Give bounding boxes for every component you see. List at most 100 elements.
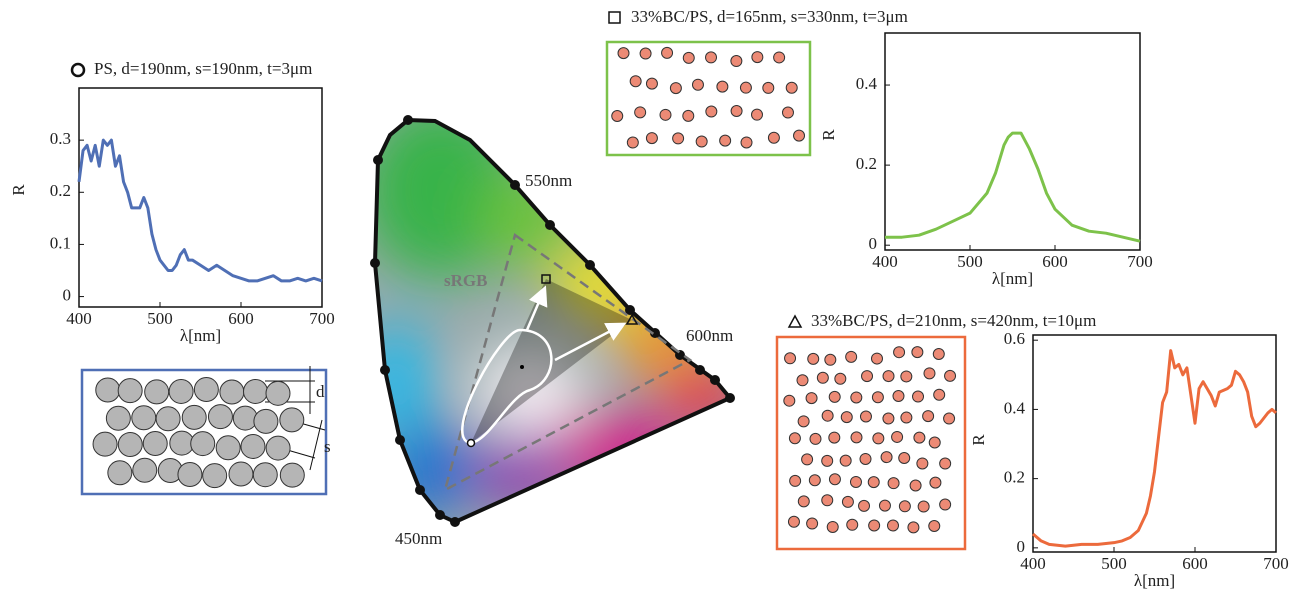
particle xyxy=(233,406,257,430)
particle xyxy=(810,433,821,444)
particle xyxy=(944,413,955,424)
particle xyxy=(872,392,883,403)
plot-frame xyxy=(885,33,1140,250)
particle xyxy=(790,475,801,486)
y-axis-label: R xyxy=(969,434,988,446)
y-tick-label: 0.3 xyxy=(50,129,71,148)
particle xyxy=(266,436,290,460)
particle xyxy=(229,462,253,486)
particle xyxy=(169,379,193,403)
particle xyxy=(914,432,925,443)
particle xyxy=(822,455,833,466)
particle xyxy=(253,463,277,487)
particle xyxy=(696,136,707,147)
particle xyxy=(646,133,657,144)
particle xyxy=(829,391,840,402)
particle xyxy=(106,406,130,430)
particle xyxy=(241,434,265,458)
particle xyxy=(899,453,910,464)
chart-title: 33%BC/PS, d=165nm, s=330nm, t=3μm xyxy=(631,7,908,26)
particle xyxy=(934,389,945,400)
plot-frame xyxy=(1033,335,1276,552)
particle xyxy=(731,56,742,67)
particle xyxy=(96,378,120,402)
particle xyxy=(662,47,673,58)
particle xyxy=(133,458,157,482)
y-axis-label: R xyxy=(819,129,838,141)
particle xyxy=(846,351,857,362)
x-tick-label: 500 xyxy=(957,252,983,271)
particle xyxy=(717,81,728,92)
particle xyxy=(194,378,218,402)
particle xyxy=(840,455,851,466)
particle xyxy=(266,381,290,405)
particle xyxy=(670,83,681,94)
particle xyxy=(145,380,169,404)
particle xyxy=(785,353,796,364)
particle xyxy=(788,516,799,527)
particle xyxy=(774,52,785,63)
particle xyxy=(940,499,951,510)
particle xyxy=(850,476,861,487)
d-label: d xyxy=(316,382,325,401)
particle xyxy=(673,133,684,144)
particle xyxy=(913,391,924,402)
particle xyxy=(899,501,910,512)
particle xyxy=(881,452,892,463)
particle xyxy=(924,368,935,379)
particle xyxy=(809,475,820,486)
particle xyxy=(879,500,890,511)
particle xyxy=(910,480,921,491)
particle xyxy=(254,409,278,433)
x-tick-label: 400 xyxy=(66,309,92,328)
particle xyxy=(929,520,940,531)
particle xyxy=(829,474,840,485)
particle xyxy=(720,135,731,146)
particle xyxy=(731,106,742,117)
particle xyxy=(143,432,167,456)
chart-title: PS, d=190nm, s=190nm, t=3μm xyxy=(94,59,312,78)
particle xyxy=(768,132,779,143)
particle xyxy=(786,82,797,93)
particle xyxy=(825,354,836,365)
y-axis-label: R xyxy=(9,184,28,196)
particle xyxy=(817,372,828,383)
particle xyxy=(929,437,940,448)
chart-title: 33%BC/PS, d=210nm, s=420nm, t=10μm xyxy=(811,311,1096,330)
particle xyxy=(740,82,751,93)
particle xyxy=(752,109,763,120)
particle xyxy=(782,107,793,118)
y-tick-label: 0.2 xyxy=(1004,468,1025,487)
particle xyxy=(869,520,880,531)
y-tick-label: 0 xyxy=(869,234,878,253)
particle xyxy=(794,130,805,141)
particle xyxy=(829,432,840,443)
particle xyxy=(945,370,956,381)
particle xyxy=(901,371,912,382)
particle xyxy=(752,52,763,63)
x-axis-label: λ[nm] xyxy=(992,269,1033,288)
wavelength-label: 600nm xyxy=(686,326,733,345)
particle xyxy=(640,48,651,59)
particle xyxy=(683,110,694,121)
plot-frame xyxy=(79,88,322,307)
particle xyxy=(208,405,232,429)
particle xyxy=(822,495,833,506)
y-tick-label: 0.4 xyxy=(1004,398,1026,417)
particle xyxy=(842,496,853,507)
particle xyxy=(917,458,928,469)
particle xyxy=(892,431,903,442)
x-tick-label: 500 xyxy=(147,309,173,328)
data-line xyxy=(1033,351,1276,547)
particle xyxy=(940,458,951,469)
x-tick-label: 700 xyxy=(1127,252,1153,271)
particle xyxy=(918,501,929,512)
particle xyxy=(933,348,944,359)
particle xyxy=(118,433,142,457)
particle xyxy=(802,454,813,465)
figure: 550nm 600nm 450nm sRGB d s 4005006007000… xyxy=(0,0,1297,599)
particle xyxy=(243,379,267,403)
particle xyxy=(894,347,905,358)
wavelength-label: 450nm xyxy=(395,529,442,548)
particle xyxy=(627,137,638,148)
